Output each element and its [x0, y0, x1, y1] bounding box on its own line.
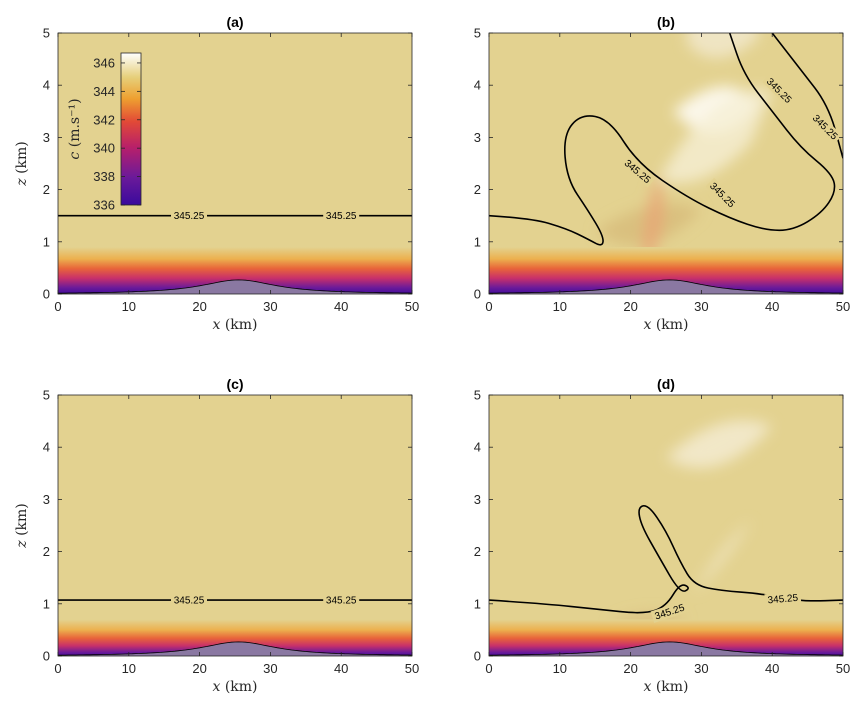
y-tick-label: 4 — [474, 78, 481, 93]
colorbar-tick-label: 344 — [93, 84, 115, 99]
y-tick-label: 1 — [474, 596, 481, 611]
y-tick-label: 3 — [474, 130, 481, 145]
x-tick-label: 40 — [765, 299, 779, 314]
contour-345-25-upper — [771, 33, 843, 159]
y-tick-label: 0 — [43, 287, 50, 302]
colorbar-tick-label: 340 — [93, 141, 115, 156]
contour-label: 345.25 — [326, 596, 357, 607]
y-tick-label: 1 — [43, 596, 50, 611]
x-axis-label: x (km) — [212, 317, 257, 333]
axes-frame — [57, 394, 413, 657]
x-tick-label: 30 — [694, 661, 708, 676]
x-tick-label: 20 — [192, 661, 206, 676]
x-tick-label: 0 — [54, 661, 61, 676]
terrain — [489, 279, 843, 294]
y-tick-label: 2 — [43, 182, 50, 197]
x-axis-label: x (km) — [212, 679, 257, 695]
axes-frame — [488, 394, 844, 657]
x-tick-label: 40 — [765, 661, 779, 676]
y-tick-label: 5 — [43, 388, 50, 403]
sound-speed-field: 345.25 345.25 — [58, 395, 412, 656]
y-tick-label: 5 — [43, 26, 50, 41]
y-axis-label: z (km) — [14, 503, 30, 549]
x-axis-label: x (km) — [643, 679, 688, 695]
y-tick-label: 3 — [474, 492, 481, 507]
y-tick-label: 3 — [43, 492, 50, 507]
x-tick-label: 40 — [334, 661, 348, 676]
y-tick-label: 4 — [474, 440, 481, 455]
sound-speed-field: 345.25 345.25 — [58, 33, 412, 294]
contour-label: 345.25 — [174, 596, 205, 607]
x-tick-label: 0 — [485, 661, 492, 676]
y-tick-label: 1 — [474, 234, 481, 249]
panel-a: 345.25 345.25 0 10 20 30 40 50 0 1 2 3 4 5 (a) x (km) z … — [14, 14, 419, 333]
x-tick-label: 50 — [405, 299, 419, 314]
y-tick-label: 2 — [474, 544, 481, 559]
x-tick-label: 10 — [553, 661, 567, 676]
terrain — [489, 641, 843, 656]
x-tick-label: 40 — [334, 299, 348, 314]
colorbar-label: c (m.s⁻¹) — [67, 98, 83, 159]
contour-label: 345.25 — [174, 211, 205, 222]
contour-label: 345.25 — [767, 593, 799, 607]
y-tick-label: 5 — [474, 26, 481, 41]
x-tick-label: 50 — [836, 299, 850, 314]
colorbar-tick-label: 336 — [93, 198, 115, 213]
x-tick-label: 0 — [485, 299, 492, 314]
colorbar: 336 338 340 342 344 346 c (m.s⁻¹) — [67, 52, 142, 213]
x-tick-label: 30 — [263, 299, 277, 314]
contour-label: 345.25 — [326, 211, 357, 222]
colorbar-tick-label: 346 — [93, 55, 115, 70]
x-tick-label: 0 — [54, 299, 61, 314]
x-axis-label: x (km) — [643, 317, 688, 333]
x-tick-label: 10 — [122, 661, 136, 676]
y-axis-label: z (km) — [14, 141, 30, 187]
y-tick-label: 4 — [43, 440, 50, 455]
y-tick-label: 4 — [43, 78, 50, 93]
x-tick-label: 20 — [623, 661, 637, 676]
x-tick-label: 10 — [122, 299, 136, 314]
y-tick-label: 2 — [43, 544, 50, 559]
y-tick-label: 2 — [474, 182, 481, 197]
x-tick-label: 30 — [263, 661, 277, 676]
x-tick-label: 10 — [553, 299, 567, 314]
x-tick-label: 30 — [694, 299, 708, 314]
axes-frame — [488, 32, 844, 295]
axes-frame — [57, 32, 413, 295]
y-tick-label: 3 — [43, 130, 50, 145]
panel-title: (b) — [657, 14, 675, 30]
panel-title: (c) — [226, 376, 243, 392]
panel-title: (a) — [226, 14, 243, 30]
y-tick-label: 1 — [43, 234, 50, 249]
x-tick-label: 20 — [192, 299, 206, 314]
panel-title: (d) — [657, 376, 675, 392]
colorbar-tick-label: 342 — [93, 112, 115, 127]
y-tick-label: 0 — [474, 649, 481, 664]
colorbar-tick-label: 338 — [93, 169, 115, 184]
panel-c: 345.25 345.25 0 10 20 30 40 50 0 1 2 3 4 5 (c) x (km) z … — [14, 376, 419, 695]
terrain — [58, 641, 412, 656]
x-tick-label: 20 — [623, 299, 637, 314]
x-tick-label: 50 — [405, 661, 419, 676]
x-tick-label: 50 — [836, 661, 850, 676]
y-tick-label: 0 — [43, 649, 50, 664]
y-tick-label: 5 — [474, 388, 481, 403]
contour-345-25 — [489, 33, 836, 246]
terrain — [58, 279, 412, 294]
y-tick-label: 0 — [474, 287, 481, 302]
